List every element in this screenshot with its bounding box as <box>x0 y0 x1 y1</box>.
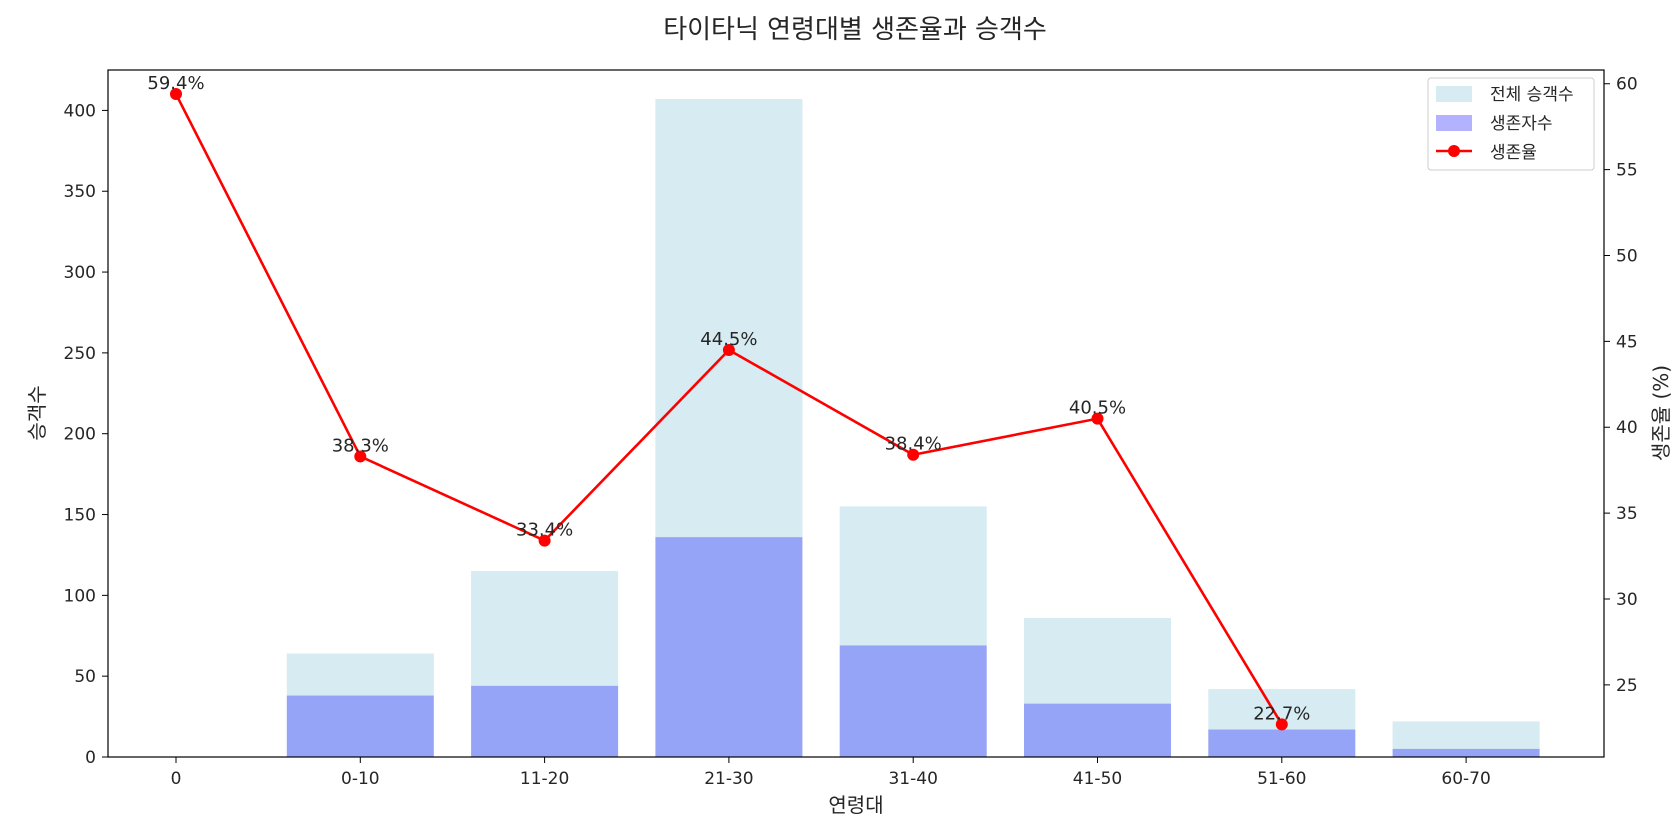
bar-survived-11-20 <box>471 685 619 757</box>
legend-label-total: 전체 승객수 <box>1490 85 1574 105</box>
y-tick-label: 150 <box>64 506 96 526</box>
bar-survived-41-50 <box>1024 703 1171 757</box>
y-tick-label: 250 <box>64 344 96 364</box>
chart-title: 타이타닉 연령대별 생존율과 승객수 <box>663 15 1047 45</box>
rate-label-0-10: 38.3% <box>332 435 389 456</box>
rate-point-0-10 <box>354 450 367 463</box>
bar-total-41-50 <box>1024 617 1171 757</box>
rate-label-0: 59.4% <box>147 73 204 94</box>
bar-total-31-40 <box>839 506 987 757</box>
x-tick-label: 41-50 <box>1073 769 1122 789</box>
legend-label-rate: 생존율 <box>1490 143 1537 163</box>
legend: 전체 승객수 생존자수 생존율 <box>1427 77 1595 171</box>
rate-label-51-60: 22.7% <box>1253 703 1310 724</box>
bar-total-60-70 <box>1392 721 1540 757</box>
x-tick-label: 21-30 <box>704 769 753 789</box>
legend-swatch-total <box>1436 86 1472 102</box>
bar-survived-51-60 <box>1208 729 1356 757</box>
rate-point-11-20 <box>538 534 551 547</box>
bar-total-21-30 <box>655 99 803 757</box>
x-tick-label: 60-70 <box>1441 769 1490 789</box>
y2-tick-label: 60 <box>1616 75 1638 95</box>
y2-tick-label: 45 <box>1616 332 1638 352</box>
x-tick-label: 0-10 <box>341 769 380 789</box>
plot-frame <box>107 69 1605 758</box>
rate-label-31-40: 38.4% <box>885 434 942 455</box>
y2-tick-label: 40 <box>1616 418 1638 438</box>
rate-label-21-30: 44.5% <box>700 329 757 350</box>
legend-marker-rate <box>1448 145 1460 157</box>
y2-tick-label: 55 <box>1616 161 1638 181</box>
legend-swatch-survived <box>1436 115 1472 131</box>
y-tick-label: 0 <box>85 748 96 768</box>
bar-total-11-20 <box>471 571 619 757</box>
rate-label-41-50: 40.5% <box>1069 398 1126 419</box>
bar-survived-21-30 <box>655 537 803 757</box>
y2-axis-label: 생존율 (%) <box>1649 365 1673 461</box>
rate-point-0 <box>170 88 182 101</box>
rate-point-21-30 <box>722 343 735 356</box>
y2-tick-label: 25 <box>1616 676 1638 696</box>
rate-point-51-60 <box>1275 718 1288 731</box>
x-tick-label: 31-40 <box>888 769 937 789</box>
rate-point-41-50 <box>1091 412 1104 425</box>
y2-tick-label: 30 <box>1616 590 1638 610</box>
x-tick-label: 51-60 <box>1257 769 1306 789</box>
x-tick-label: 0 <box>171 769 182 789</box>
y-tick-label: 300 <box>64 263 96 283</box>
y2-tick-label: 35 <box>1616 504 1638 524</box>
y2-tick-label: 50 <box>1616 246 1638 266</box>
bar-total-0-10 <box>286 653 434 757</box>
legend-label-survived: 생존자수 <box>1490 114 1553 134</box>
bar-survived-60-70 <box>1392 748 1540 757</box>
x-axis-label: 연령대 <box>828 793 883 817</box>
bar-survived-0-10 <box>286 695 434 757</box>
bar-survived-31-40 <box>839 645 987 757</box>
y-tick-label: 200 <box>64 425 96 445</box>
y-tick-label: 100 <box>64 586 96 606</box>
rate-point-31-40 <box>907 448 920 461</box>
y-tick-label: 350 <box>64 182 96 202</box>
y-tick-label: 400 <box>64 101 96 121</box>
x-tick-label: 11-20 <box>520 769 569 789</box>
y-tick-label: 50 <box>74 667 96 687</box>
rate-label-11-20: 33.4% <box>516 520 573 541</box>
y-axis-label: 승객수 <box>25 385 49 440</box>
